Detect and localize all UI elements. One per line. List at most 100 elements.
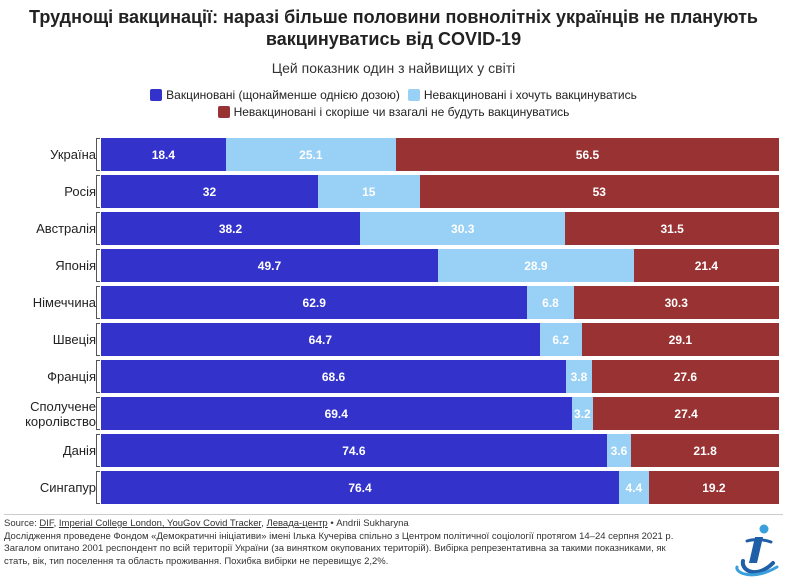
footnote-line: стать, вік, тип поселення та область про… <box>4 555 389 567</box>
bar-segment[interactable]: 27.6 <box>591 360 779 393</box>
data-label: 19.2 <box>702 480 726 495</box>
data-label: 3.6 <box>610 443 628 458</box>
legend-swatch <box>150 88 163 101</box>
source-link-imperial[interactable]: Imperial College London, YouGov Covid Tr… <box>58 518 262 529</box>
category-label-line: Японія <box>55 258 96 273</box>
data-label: 4.4 <box>625 480 643 495</box>
bar-segment[interactable]: 53 <box>419 175 779 208</box>
category-tick <box>96 286 100 319</box>
category-label-line: Сполучене <box>30 398 96 414</box>
source-link-dif[interactable]: DIF <box>39 518 54 529</box>
category-tick <box>96 323 100 356</box>
data-label: 53 <box>592 184 606 199</box>
category-label: Данія <box>0 443 96 458</box>
bar-segment[interactable]: 62.9 <box>101 286 528 319</box>
category-label: Австралія <box>0 221 96 236</box>
bar-row: 32 15 53 <box>101 175 779 208</box>
bar-segment[interactable]: 49.7 <box>101 249 438 282</box>
chart-title: Труднощі вакцинації: наразі більше полов… <box>29 7 758 49</box>
bar-segment[interactable]: 28.9 <box>437 249 634 282</box>
bar-segment[interactable]: 27.4 <box>593 397 779 430</box>
source-line: Source: DIF, Imperial College London, Yo… <box>4 518 714 531</box>
category-tick <box>96 138 100 171</box>
source-label: Source: <box>4 518 40 529</box>
bar-segment[interactable]: 3.6 <box>606 434 632 467</box>
category-label-line: Австралія <box>36 221 96 236</box>
data-label: 3.8 <box>570 369 588 384</box>
data-label: 30.3 <box>451 221 475 236</box>
bar-row: 18.4 25.1 56.5 <box>101 138 779 171</box>
category-label: Швеція <box>0 332 96 347</box>
bar-segment[interactable]: 74.6 <box>101 434 607 467</box>
data-label: 27.6 <box>673 369 698 384</box>
bar-segment[interactable]: 30.3 <box>359 212 566 245</box>
bar-segment[interactable]: 3.2 <box>571 397 594 430</box>
legend-item[interactable]: Невакциновані і хочуть вакцинуватись <box>407 88 637 102</box>
bar-segment[interactable]: 25.1 <box>225 138 396 171</box>
category-label: Росія <box>0 184 96 199</box>
bar-segment[interactable]: 21.8 <box>631 434 779 467</box>
bar-row: 74.6 3.6 21.8 <box>101 434 779 467</box>
category-tick <box>96 434 100 467</box>
bar-row: 64.7 6.2 29.1 <box>101 323 779 356</box>
bar-segment[interactable]: 19.2 <box>648 471 779 504</box>
category-tick <box>96 249 100 282</box>
category-tick <box>96 212 100 245</box>
bar-segment[interactable]: 18.4 <box>101 138 226 171</box>
bar-segment[interactable]: 29.1 <box>581 323 779 356</box>
data-label: 6.2 <box>552 332 570 347</box>
bar-segment[interactable]: 31.5 <box>565 212 779 245</box>
data-label: 76.4 <box>348 480 372 495</box>
bar-segment[interactable]: 3.8 <box>566 360 592 393</box>
legend-item[interactable]: Невакциновані і скоріше чи взагалі не бу… <box>217 104 570 119</box>
data-label: 27.4 <box>674 406 698 421</box>
bar-row: 68.6 3.8 27.6 <box>101 360 779 393</box>
data-label: 56.5 <box>575 147 600 162</box>
bar-segment[interactable]: 6.2 <box>539 323 582 356</box>
bar-segment[interactable]: 69.4 <box>101 397 572 430</box>
bar-segment[interactable]: 38.2 <box>101 212 360 245</box>
bar-segment[interactable]: 4.4 <box>618 471 649 504</box>
data-label: 49.7 <box>257 258 282 273</box>
source-separator: , <box>261 518 267 529</box>
bar-segment[interactable]: 64.7 <box>101 323 540 356</box>
data-label: 62.9 <box>302 295 326 310</box>
data-label: 74.6 <box>342 443 366 458</box>
legend-row: Невакциновані і скоріше чи взагалі не бу… <box>0 103 787 120</box>
legend-swatch <box>217 105 230 118</box>
category-tick <box>96 471 100 504</box>
legend-label: Невакциновані і скоріше чи взагалі не бу… <box>233 104 570 119</box>
bar-segment[interactable]: 15 <box>317 175 420 208</box>
bar-segment[interactable]: 32 <box>101 175 318 208</box>
category-label-line: королівство <box>25 413 96 429</box>
bar-row: 76.4 4.4 19.2 <box>101 471 779 504</box>
bar-segment[interactable]: 56.5 <box>395 138 779 171</box>
legend-item[interactable]: Вакциновані (щонайменше однією дозою) <box>150 88 400 102</box>
bar-segment[interactable]: 30.3 <box>573 286 779 319</box>
bar-row: 62.9 6.8 30.3 <box>101 286 779 319</box>
author-credit: • Andrii Sukharyna <box>327 518 409 529</box>
footer-divider <box>4 514 783 515</box>
data-label: 25.1 <box>299 147 323 162</box>
data-label: 68.6 <box>321 369 346 384</box>
data-label: 29.1 <box>668 332 693 347</box>
category-label: Японія <box>0 258 96 273</box>
source-link-levada[interactable]: Левада-центр <box>266 518 328 529</box>
data-label: 21.8 <box>693 443 717 458</box>
bar-segment[interactable]: 6.8 <box>527 286 574 319</box>
bar-segment[interactable]: 76.4 <box>101 471 619 504</box>
bar-segment[interactable]: 21.4 <box>633 249 779 282</box>
data-label: 18.4 <box>151 147 176 162</box>
legend: Вакциновані (щонайменше однією дозою) Нев… <box>0 86 787 120</box>
data-label: 64.7 <box>308 332 332 347</box>
bar-segment[interactable]: 68.6 <box>101 360 567 393</box>
category-label-line: Франція <box>47 369 96 384</box>
category-label: Німеччина <box>0 295 96 310</box>
data-label: 31.5 <box>660 221 684 236</box>
data-label: 6.8 <box>542 295 559 310</box>
footer: Source: DIF, Imperial College London, Yo… <box>4 518 714 568</box>
data-label: 38.2 <box>218 221 243 236</box>
bar-row: 49.7 28.9 21.4 <box>101 249 779 282</box>
dif-logo-icon <box>735 524 779 577</box>
data-label: 28.9 <box>524 258 548 273</box>
